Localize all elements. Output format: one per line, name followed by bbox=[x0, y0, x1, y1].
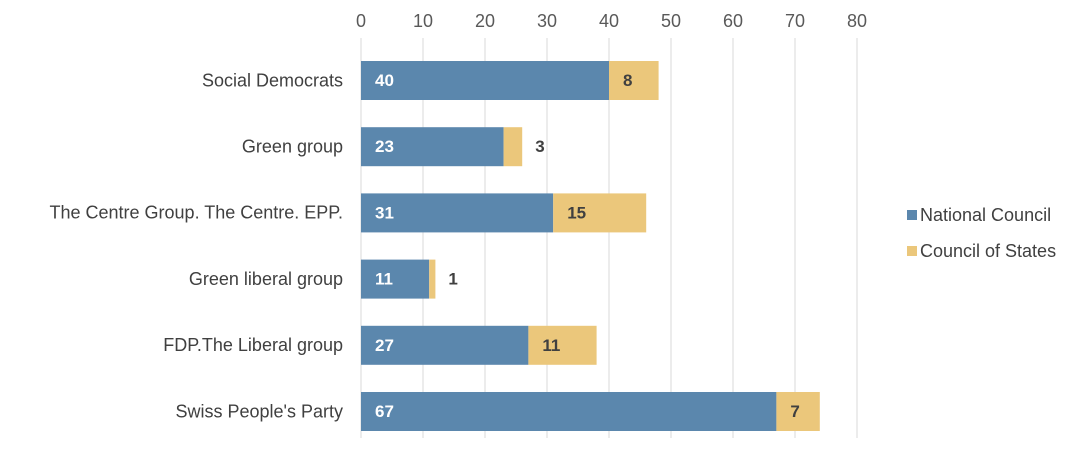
bars bbox=[361, 61, 820, 431]
x-tick-label: 10 bbox=[413, 11, 433, 31]
data-label: 23 bbox=[375, 137, 394, 156]
bar-council-of-states bbox=[528, 325, 597, 365]
bar-council-of-states bbox=[503, 127, 523, 167]
category-labels: Social Democrats Green group The Centre Gr… bbox=[50, 70, 344, 421]
x-tick-label: 30 bbox=[537, 11, 557, 31]
category-label: Green liberal group bbox=[189, 269, 343, 289]
data-label: 27 bbox=[375, 336, 394, 355]
data-label: 40 bbox=[375, 71, 394, 90]
category-label: The Centre Group. The Centre. EPP. bbox=[50, 203, 344, 223]
legend-label: Council of States bbox=[920, 241, 1056, 261]
bar-council-of-states bbox=[553, 193, 647, 233]
category-label: FDP.The Liberal group bbox=[163, 335, 343, 355]
bar-council-of-states bbox=[429, 259, 436, 299]
x-tick-label: 20 bbox=[475, 11, 495, 31]
data-label: 8 bbox=[623, 71, 632, 90]
category-label: Social Democrats bbox=[202, 70, 343, 90]
data-label: 11 bbox=[542, 336, 560, 355]
legend-swatch bbox=[907, 246, 917, 256]
bar-national-council bbox=[361, 325, 529, 365]
data-label: 67 bbox=[375, 402, 394, 421]
bar-national-council bbox=[361, 259, 430, 299]
legend-swatch bbox=[907, 210, 917, 220]
bar-national-council bbox=[361, 61, 609, 100]
bar-council-of-states bbox=[609, 61, 659, 100]
bar-national-council bbox=[361, 392, 777, 431]
category-label: Green group bbox=[242, 136, 343, 156]
x-tick-label: 80 bbox=[847, 11, 867, 31]
data-label: 15 bbox=[567, 203, 586, 222]
data-label: 1 bbox=[448, 270, 457, 289]
x-tick-label: 60 bbox=[723, 11, 743, 31]
x-axis-ticks: 0 10 20 30 40 50 60 70 80 bbox=[356, 11, 867, 31]
data-label: 11 bbox=[375, 270, 393, 289]
category-label: Swiss People's Party bbox=[175, 401, 343, 421]
legend: National Council Council of States bbox=[907, 205, 1056, 261]
bar-national-council bbox=[361, 193, 554, 233]
gridlines bbox=[360, 38, 858, 438]
legend-label: National Council bbox=[920, 205, 1051, 225]
x-tick-label: 0 bbox=[356, 11, 366, 31]
x-tick-label: 70 bbox=[785, 11, 805, 31]
x-tick-label: 40 bbox=[599, 11, 619, 31]
data-label: 3 bbox=[535, 137, 544, 156]
data-label: 7 bbox=[790, 402, 799, 421]
bar-national-council bbox=[361, 127, 504, 167]
x-tick-label: 50 bbox=[661, 11, 681, 31]
data-label: 31 bbox=[375, 203, 394, 222]
bar-council-of-states bbox=[776, 392, 820, 431]
